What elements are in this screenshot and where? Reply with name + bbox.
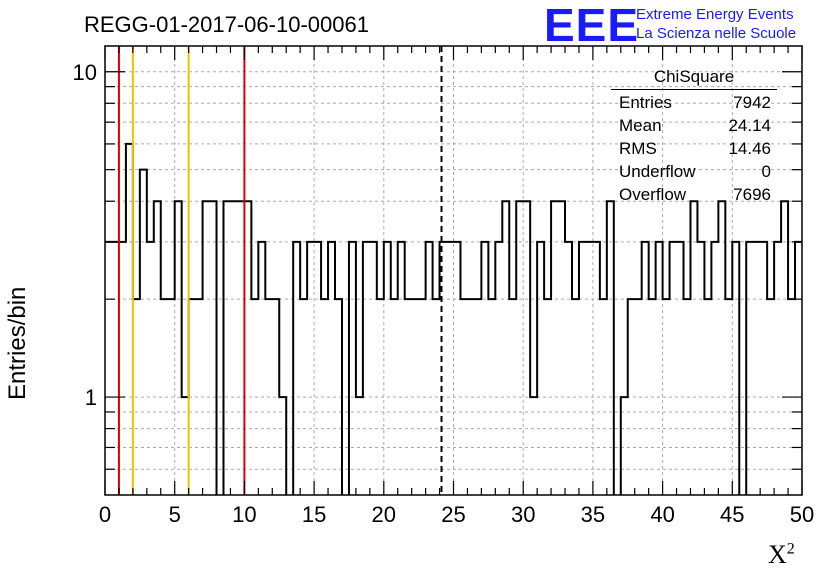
stat-key: RMS bbox=[619, 139, 657, 158]
eee-logo: EEE Extreme Energy Events La Scienza nel… bbox=[544, 0, 836, 51]
x-tick-label: 45 bbox=[720, 502, 744, 527]
logo-line-1: Extreme Energy Events bbox=[636, 6, 794, 23]
x-tick-label: 15 bbox=[302, 502, 326, 527]
stat-key: Underflow bbox=[619, 162, 696, 181]
stat-row-rms: RMS 14.46 bbox=[619, 139, 771, 161]
stat-row-underflow: Underflow 0 bbox=[619, 162, 771, 184]
logo-letters: EEE bbox=[544, 0, 640, 51]
x-tick-label: 10 bbox=[232, 502, 256, 527]
stat-row-entries: Entries 7942 bbox=[619, 93, 771, 115]
stat-value: 14.46 bbox=[728, 139, 771, 158]
x-tick-label: 5 bbox=[169, 502, 181, 527]
stat-key: Mean bbox=[619, 116, 662, 135]
stat-value: 7696 bbox=[733, 185, 771, 204]
y-tick-label: 10 bbox=[73, 60, 97, 85]
stats-box: ChiSquare Entries 7942 Mean 24.14 RMS 14… bbox=[611, 67, 777, 207]
x-tick-label: 35 bbox=[581, 502, 605, 527]
x-tick-label: 20 bbox=[372, 502, 396, 527]
x-axis-label-base: X bbox=[768, 540, 787, 569]
stat-value: 0 bbox=[761, 162, 771, 181]
x-tick-label: 30 bbox=[511, 502, 535, 527]
stats-title: ChiSquare bbox=[653, 67, 735, 86]
x-tick-label: 50 bbox=[790, 502, 814, 527]
y-axis-label: Entries/bin bbox=[4, 286, 31, 400]
stats-divider bbox=[611, 89, 777, 90]
stat-row-mean: Mean 24.14 bbox=[619, 116, 771, 138]
x-axis-label-superscript: 2 bbox=[786, 540, 795, 558]
x-axis-label: X2 bbox=[768, 540, 795, 570]
x-tick-label: 0 bbox=[99, 502, 111, 527]
stat-value: 24.14 bbox=[728, 116, 771, 135]
logo-line-2: La Scienza nelle Scuole bbox=[636, 25, 797, 42]
stat-row-overflow: Overflow 7696 bbox=[619, 185, 771, 207]
y-tick-label: 1 bbox=[85, 385, 97, 410]
x-tick-label: 40 bbox=[650, 502, 674, 527]
histogram-series bbox=[105, 142, 802, 495]
stat-key: Entries bbox=[619, 93, 672, 112]
stat-value: 7942 bbox=[733, 93, 771, 112]
stat-key: Overflow bbox=[619, 185, 687, 204]
x-tick-label: 25 bbox=[441, 502, 465, 527]
chart-title: REGG-01-2017-06-10-00061 bbox=[84, 12, 369, 37]
